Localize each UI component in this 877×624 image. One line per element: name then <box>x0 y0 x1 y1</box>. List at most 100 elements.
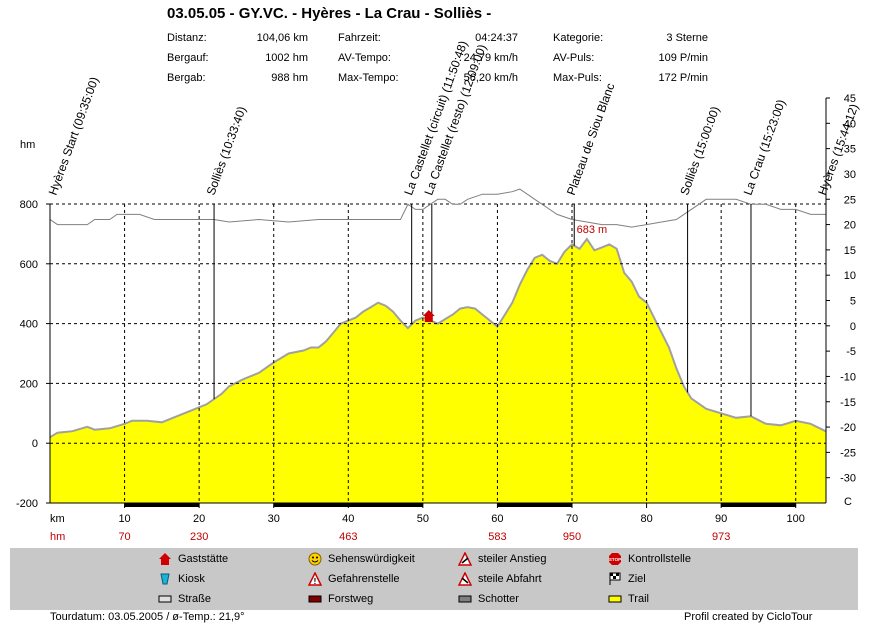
elevation-chart: -200 0 200 400 600 800 hm -30 -25 -20 -15 -10 -5 0 5 10… <box>16 39 861 543</box>
gravel-icon <box>458 595 472 603</box>
stat-value: 56,20 km/h <box>463 72 518 84</box>
x-axis-stripe-segment <box>497 503 573 507</box>
legend-label: Forstweg <box>328 593 374 605</box>
stat-value: 1002 hm <box>265 52 308 64</box>
legend-label: Kontrollstelle <box>628 553 691 565</box>
restaurant-marker-icon <box>422 310 435 322</box>
peak-label: 683 m <box>577 224 608 236</box>
legend-item: steiler Anstieg <box>458 552 546 566</box>
altitude-outline <box>49 237 827 439</box>
y-right-tick-label: 0 <box>850 321 856 333</box>
temperature-line <box>49 188 826 228</box>
legend-item: steile Abfahrt <box>458 572 542 586</box>
steep-climb-icon <box>458 552 472 566</box>
y-right-tick-label: 35 <box>844 144 856 156</box>
trail-icon <box>608 595 622 603</box>
road-icon <box>158 595 172 603</box>
legend-item: STOP Kontrollstelle <box>608 552 691 566</box>
x-axis-stripe-segment <box>721 503 796 507</box>
stat-label: AV-Tempo: <box>338 52 391 64</box>
stat-value: 04:24:37 <box>475 32 518 44</box>
stat-label: Kategorie: <box>553 32 604 44</box>
y-right-tick-label: -10 <box>840 371 856 383</box>
legend-item: Forstweg <box>308 592 373 606</box>
legend-label: Sehenswürdigkeit <box>328 553 415 565</box>
stat-value: 109 P/min <box>658 52 708 64</box>
stop-icon: STOP <box>609 553 621 565</box>
legend-item: Straße <box>158 592 211 606</box>
y-right-unit-label: C <box>844 496 852 508</box>
x-tick-label: 20 <box>193 513 205 525</box>
legend-item: ! Gefahrenstelle <box>308 572 400 586</box>
legend-item: Kiosk <box>158 572 205 586</box>
hm-row-value: 70 <box>118 531 130 543</box>
y-right-tick-label: 25 <box>844 194 856 206</box>
svg-text:STOP: STOP <box>609 557 621 562</box>
y-right-tick-label: -30 <box>840 473 856 485</box>
legend: Gaststätte Kiosk Straße Sehenswürdigkeit… <box>10 548 858 610</box>
y-right-tick-label: 40 <box>844 118 856 130</box>
footer-tour-info: Tourdatum: 03.05.2005 / ø-Temp.: 21,9° <box>50 611 245 623</box>
legend-label: Straße <box>178 593 212 605</box>
legend-label: steiler Anstieg <box>478 553 547 565</box>
danger-warning-icon: ! <box>308 572 322 586</box>
page-title: 03.05.05 - GY.VC. - Hyères - La Crau - S… <box>167 5 492 22</box>
legend-label: Trail <box>628 593 649 605</box>
y-right-tick-label: -5 <box>846 346 856 358</box>
y-left-unit-label: hm <box>20 139 35 151</box>
x-tick-label: 90 <box>715 513 727 525</box>
waypoint-label: La Crau (15:23:00) <box>741 98 789 197</box>
y-right-tick-label: -20 <box>840 422 856 434</box>
forest-road-icon <box>308 595 322 603</box>
waypoint-label: Hyères Start (09:35:00) <box>46 75 102 197</box>
x-tick-label: 80 <box>640 513 652 525</box>
legend-label: steile Abfahrt <box>478 573 542 585</box>
stat-label: Max-Puls: <box>553 72 602 84</box>
y-left-tick-label: 0 <box>32 438 38 450</box>
x-unit-label: km <box>50 513 65 525</box>
legend-item: Schotter <box>458 592 519 606</box>
x-tick-label: 10 <box>118 513 130 525</box>
y-right-tick-label: 30 <box>844 169 856 181</box>
x-tick-label: 70 <box>566 513 578 525</box>
legend-label: Kiosk <box>178 573 205 585</box>
y-right-tick-label: -25 <box>840 447 856 459</box>
stat-value: 24,79 km/h <box>463 52 518 64</box>
legend-item: Sehenswürdigkeit <box>308 552 415 566</box>
y-right-tick-label: 5 <box>850 296 856 308</box>
waypoint-label: Plateau de Siou Blanc <box>564 81 618 197</box>
stat-label: Distanz: <box>167 32 207 44</box>
x-tick-label: 30 <box>268 513 280 525</box>
y-left-tick-label: 800 <box>20 199 38 211</box>
waypoint-label: Solliès (15:00:00) <box>677 104 722 197</box>
stat-value: 172 P/min <box>658 72 708 84</box>
hm-row-label: hm <box>50 531 65 543</box>
hm-row-value: 950 <box>563 531 581 543</box>
x-axis-stripe-segment <box>124 503 200 507</box>
restaurant-icon <box>159 553 171 565</box>
footer-credit: Profil created by CicloTour <box>684 611 813 623</box>
legend-label: Gefahrenstelle <box>328 573 400 585</box>
sight-smiley-icon <box>308 552 322 566</box>
stat-label: Max-Tempo: <box>338 72 399 84</box>
hm-row-value: 583 <box>488 531 506 543</box>
y-right-tick-label: 10 <box>844 270 856 282</box>
y-right-tick-label: 20 <box>844 220 856 232</box>
x-tick-label: 50 <box>417 513 429 525</box>
steep-descent-icon <box>458 572 472 586</box>
stat-value: 988 hm <box>271 72 308 84</box>
stat-label: Fahrzeit: <box>338 32 381 44</box>
y-right-tick-label: -15 <box>840 397 856 409</box>
y-right-tick-label: 45 <box>844 93 856 105</box>
kiosk-icon <box>160 573 170 585</box>
x-tick-label: 100 <box>787 513 805 525</box>
legend-label: Ziel <box>628 573 646 585</box>
y-left-tick-label: 400 <box>20 319 38 331</box>
x-tick-label: 40 <box>342 513 354 525</box>
x-tick-label: 60 <box>491 513 503 525</box>
legend-item: Ziel <box>608 572 646 586</box>
y-left-tick-label: -200 <box>16 498 38 510</box>
hm-row-value: 973 <box>712 531 730 543</box>
y-left-tick-label: 200 <box>20 378 38 390</box>
svg-text:!: ! <box>314 577 317 586</box>
